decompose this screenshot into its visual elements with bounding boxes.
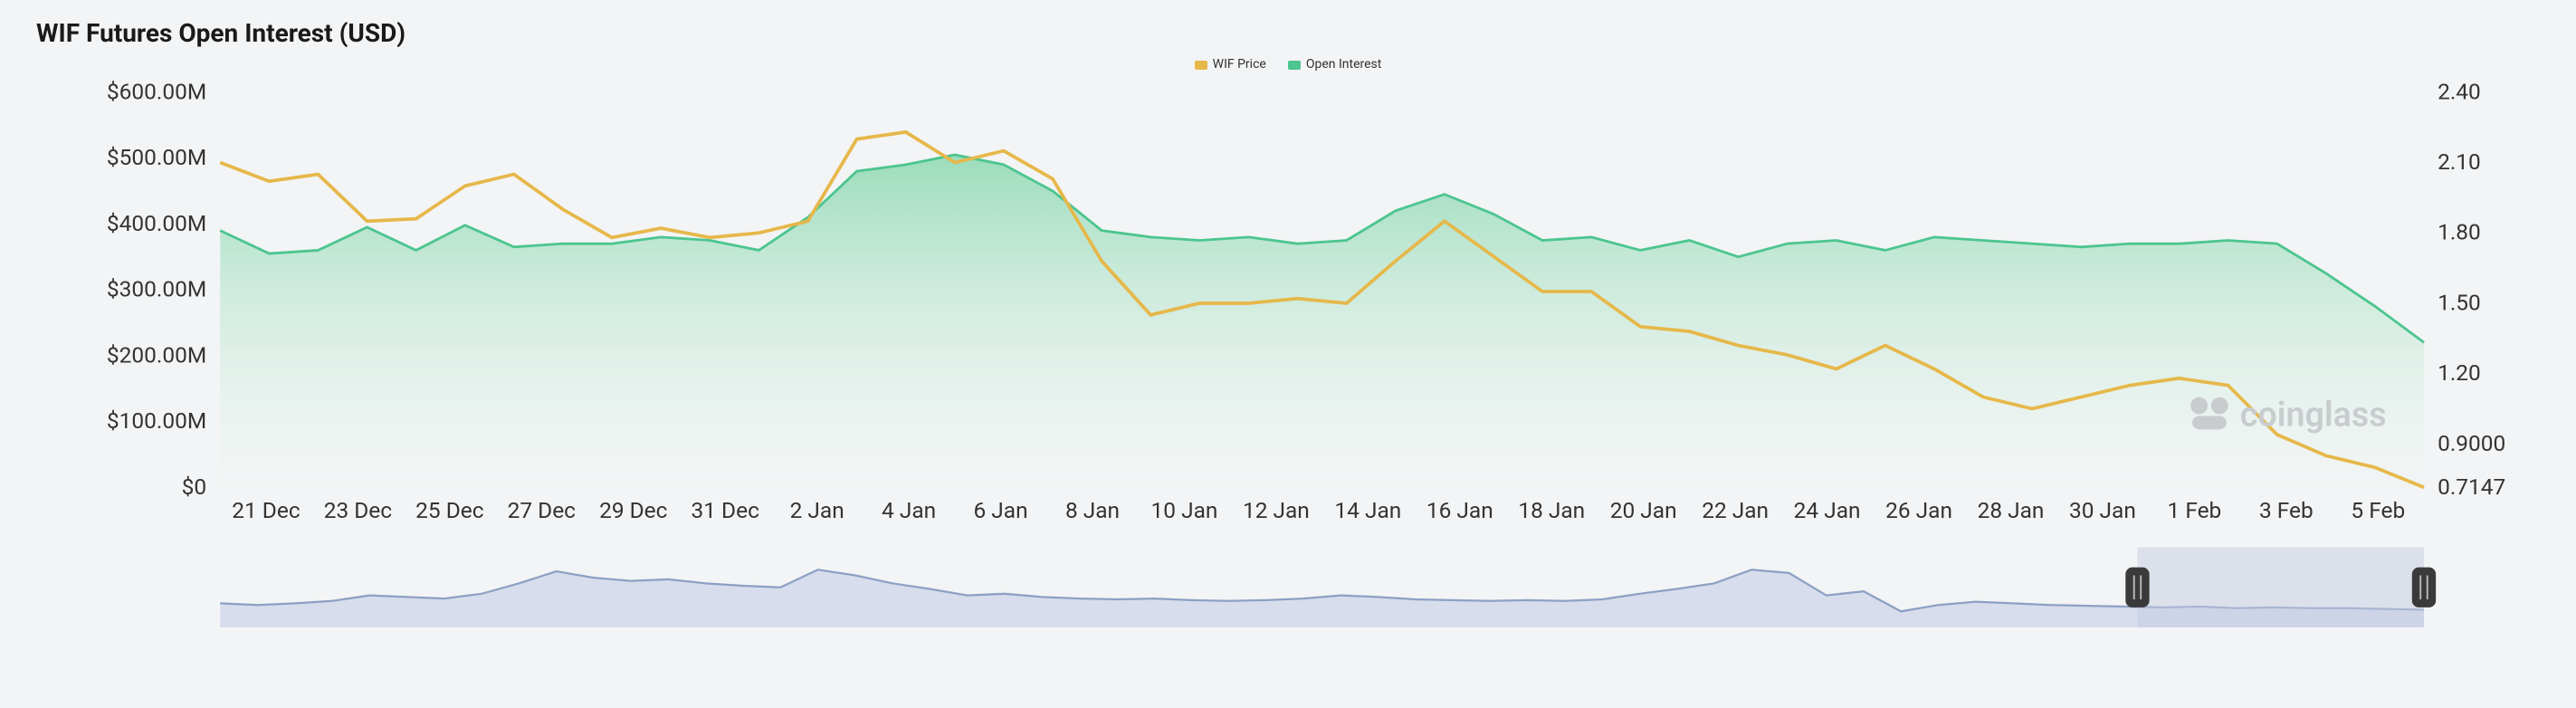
y-left-tick-label: $0 bbox=[182, 474, 207, 500]
y-right-tick-label: 2.10 bbox=[2438, 148, 2481, 175]
x-tick-label: 12 Jan bbox=[1243, 498, 1310, 524]
x-tick-label: 3 Feb bbox=[2259, 498, 2314, 524]
y-left-tick-label: $300.00M bbox=[107, 276, 206, 302]
y-left-tick-label: $100.00M bbox=[107, 407, 206, 434]
x-tick-label: 8 Jan bbox=[1065, 498, 1120, 524]
main-chart: $0 $100.00M $200.00M $300.00M $400.00M $500.0… bbox=[36, 75, 2540, 535]
x-tick-label: 10 Jan bbox=[1151, 498, 1218, 524]
x-tick-label: 28 Jan bbox=[1978, 498, 2045, 524]
y-right-tick-label: 1.50 bbox=[2438, 290, 2481, 316]
svg-text:coinglass: coinglass bbox=[2240, 396, 2387, 435]
x-tick-label: 5 Feb bbox=[2351, 498, 2405, 524]
x-tick-label: 26 Jan bbox=[1885, 498, 1952, 524]
x-tick-label: 21 Dec bbox=[232, 498, 300, 524]
brush-handle[interactable] bbox=[2125, 568, 2149, 608]
x-tick-label: 25 Dec bbox=[415, 498, 483, 524]
y-left-tick-label: $500.00M bbox=[107, 144, 206, 170]
x-tick-label: 22 Jan bbox=[1702, 498, 1769, 524]
brush-chart[interactable] bbox=[36, 541, 2540, 634]
legend: WIF Price Open Interest bbox=[36, 57, 2540, 72]
chart-title: WIF Futures Open Interest (USD) bbox=[36, 18, 2540, 48]
x-tick-label: 30 Jan bbox=[2069, 498, 2136, 524]
x-tick-label: 18 Jan bbox=[1518, 498, 1585, 524]
x-tick-label: 20 Jan bbox=[1610, 498, 1677, 524]
y-left-tick-label: $200.00M bbox=[107, 342, 206, 368]
y-right-tick-label: 1.20 bbox=[2438, 359, 2481, 386]
legend-item[interactable]: Open Interest bbox=[1288, 57, 1382, 72]
open-interest-area bbox=[220, 155, 2424, 487]
x-tick-label: 1 Feb bbox=[2168, 498, 2222, 524]
legend-item[interactable]: WIF Price bbox=[1195, 57, 1266, 72]
x-tick-label: 16 Jan bbox=[1426, 498, 1493, 524]
y-right-tick-label: 0.9000 bbox=[2438, 430, 2505, 456]
legend-swatch bbox=[1195, 61, 1207, 70]
x-tick-label: 24 Jan bbox=[1794, 498, 1861, 524]
y-left-tick-label: $400.00M bbox=[107, 210, 206, 236]
y-left-tick-label: $600.00M bbox=[107, 79, 206, 105]
x-tick-label: 27 Dec bbox=[508, 498, 576, 524]
legend-label: WIF Price bbox=[1213, 57, 1266, 72]
x-tick-label: 31 Dec bbox=[692, 498, 759, 524]
x-tick-label: 4 Jan bbox=[882, 498, 936, 524]
x-tick-label: 2 Jan bbox=[790, 498, 844, 524]
brush-handle[interactable] bbox=[2412, 568, 2436, 608]
brush-area bbox=[220, 570, 2424, 628]
x-tick-label: 23 Dec bbox=[324, 498, 392, 524]
y-right-tick-label: 1.80 bbox=[2438, 219, 2481, 245]
y-right-tick-label: 0.7147 bbox=[2438, 474, 2505, 500]
y-right-tick-label: 2.40 bbox=[2438, 79, 2481, 105]
chart-wrap: $0 $100.00M $200.00M $300.00M $400.00M $500.0… bbox=[36, 75, 2540, 635]
legend-label: Open Interest bbox=[1306, 57, 1382, 72]
legend-swatch bbox=[1288, 61, 1301, 70]
brush-selection[interactable] bbox=[2137, 548, 2424, 627]
x-tick-label: 29 Dec bbox=[599, 498, 667, 524]
x-tick-label: 6 Jan bbox=[974, 498, 1028, 524]
x-tick-label: 14 Jan bbox=[1334, 498, 1401, 524]
